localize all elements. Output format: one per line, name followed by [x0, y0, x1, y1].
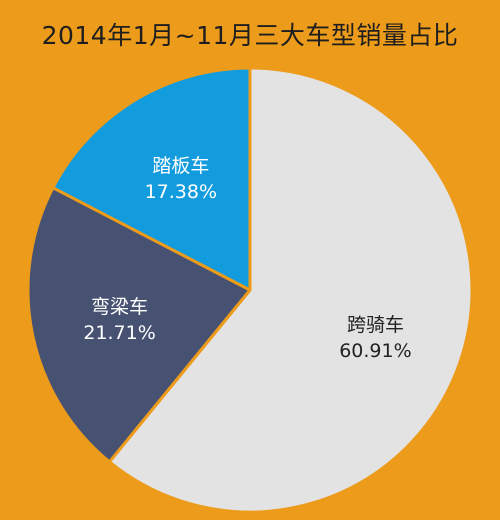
slice-label-value-0: 60.91%	[339, 340, 411, 362]
pie-slice-2	[51, 66, 252, 292]
pie-slice-0	[107, 66, 474, 514]
chart-title: 2014年1月~11月三大车型销量占比	[41, 21, 459, 50]
pie-slice-1	[26, 186, 252, 464]
slice-label-value-2: 17.38%	[145, 181, 217, 203]
slice-label-name-2: 踏板车	[152, 155, 209, 177]
slice-label-name-0: 跨骑车	[347, 314, 404, 336]
slice-label-value-1: 21.71%	[83, 322, 155, 344]
slice-label-name-1: 弯梁车	[91, 296, 148, 318]
